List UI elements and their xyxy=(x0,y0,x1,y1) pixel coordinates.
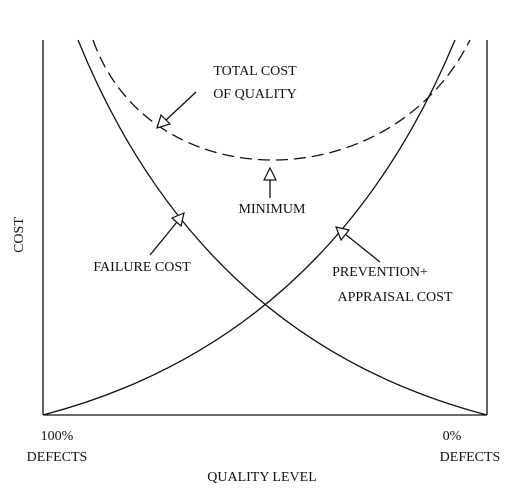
arrow xyxy=(149,221,178,256)
failure-label: FAILURE COST xyxy=(93,260,191,275)
arrowhead xyxy=(263,166,277,181)
y-axis-label: COST xyxy=(12,217,27,253)
arrow xyxy=(164,91,197,122)
total-curve xyxy=(92,39,471,161)
x-axis-label: QUALITY LEVEL xyxy=(207,470,317,485)
arrowhead xyxy=(156,113,172,129)
arrow xyxy=(344,233,381,263)
x-start-label: 100% xyxy=(41,429,74,444)
arrowhead xyxy=(335,226,351,242)
total-label: OF QUALITY xyxy=(213,87,297,102)
failure-curve xyxy=(77,39,488,416)
x-start-label: DEFECTS xyxy=(27,450,88,465)
total-label: TOTAL COST xyxy=(213,64,297,79)
x-end-label: DEFECTS xyxy=(440,450,501,465)
arrowhead xyxy=(170,211,185,228)
prevention-curve xyxy=(42,39,456,416)
prevention-label: APPRAISAL COST xyxy=(337,290,452,305)
minimum-label: MINIMUM xyxy=(239,202,306,217)
prevention-label: PREVENTION+ xyxy=(332,265,428,280)
x-end-label: 0% xyxy=(443,429,462,444)
